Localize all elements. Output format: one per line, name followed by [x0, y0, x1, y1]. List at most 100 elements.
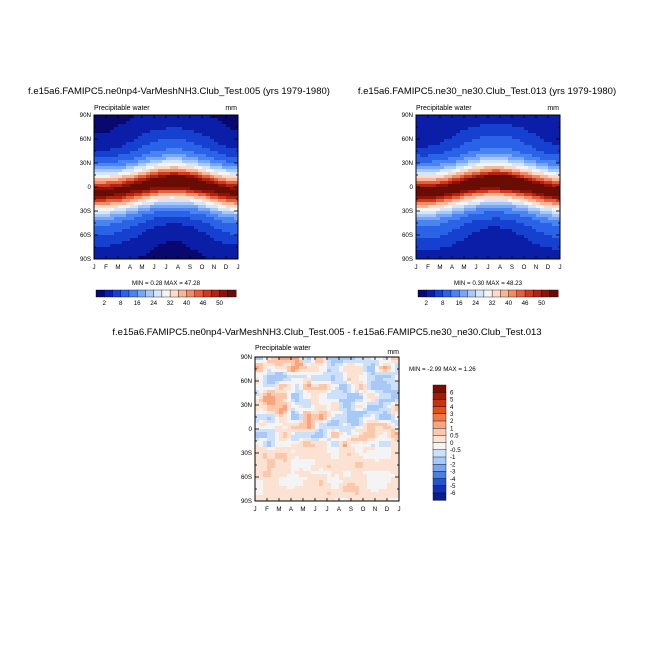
heatmap-cell	[198, 247, 203, 251]
heatmap-cell	[524, 172, 529, 176]
heatmap-cell	[416, 151, 421, 155]
heatmap-cell	[335, 390, 340, 394]
heatmap-cell	[110, 226, 115, 230]
heatmap-cell	[110, 172, 115, 176]
heatmap-cell	[226, 142, 231, 146]
heatmap-cell	[94, 214, 99, 218]
heatmap-cell	[548, 181, 553, 185]
heatmap-cell	[283, 384, 288, 388]
heatmap-cell	[480, 148, 485, 152]
heatmap-cell	[122, 133, 127, 137]
heatmap-cell	[202, 244, 207, 248]
heatmap-cell	[448, 256, 453, 260]
heatmap-cell	[327, 438, 332, 442]
heatmap-cell	[198, 244, 203, 248]
heatmap-cell	[456, 247, 461, 251]
heatmap-cell	[158, 172, 163, 176]
heatmap-cell	[102, 178, 107, 182]
heatmap-cell	[424, 208, 429, 212]
heatmap-cell	[126, 163, 131, 167]
heatmap-cell	[532, 130, 537, 134]
heatmap-cell	[395, 447, 400, 451]
heatmap-cell	[315, 426, 320, 430]
heatmap-cell	[206, 196, 211, 200]
heatmap-cell	[351, 405, 356, 409]
heatmap-cell	[283, 411, 288, 415]
heatmap-cell	[520, 220, 525, 224]
heatmap-cell	[279, 408, 284, 412]
heatmap-cell	[122, 139, 127, 143]
heatmap-cell	[476, 244, 481, 248]
heatmap-cell	[190, 211, 195, 215]
heatmap-cell	[182, 223, 187, 227]
heatmap-cell	[383, 459, 388, 463]
heatmap-cell	[472, 235, 477, 239]
heatmap-cell	[311, 423, 316, 427]
heatmap-cell	[287, 435, 292, 439]
heatmap-cell	[504, 136, 509, 140]
heatmap-cell	[528, 139, 533, 143]
heatmap-cell	[202, 193, 207, 197]
heatmap-cell	[210, 190, 215, 194]
heatmap-cell	[416, 184, 421, 188]
heatmap-cell	[464, 136, 469, 140]
heatmap-cell	[150, 157, 155, 161]
heatmap-cell	[126, 232, 131, 236]
heatmap-cell	[182, 130, 187, 134]
heatmap-cell	[416, 175, 421, 179]
heatmap-cell	[255, 384, 260, 388]
heatmap-cell	[339, 366, 344, 370]
heatmap-cell	[540, 247, 545, 251]
heatmap-cell	[331, 453, 336, 457]
heatmap-cell	[351, 375, 356, 379]
heatmap-cell	[154, 211, 159, 215]
x-tick-label: F	[104, 264, 108, 271]
heatmap-cell	[315, 366, 320, 370]
heatmap-cell	[94, 250, 99, 254]
heatmap-cell	[323, 384, 328, 388]
heatmap-cell	[214, 256, 219, 260]
heatmap-cell	[492, 223, 497, 227]
heatmap-cell	[210, 169, 215, 173]
heatmap-cell	[226, 211, 231, 215]
heatmap-cell	[146, 154, 151, 158]
heatmap-cell	[271, 432, 276, 436]
heatmap-cell	[347, 363, 352, 367]
heatmap-cell	[198, 226, 203, 230]
heatmap-cell	[520, 115, 525, 119]
heatmap-cell	[440, 232, 445, 236]
heatmap-cell	[363, 408, 368, 412]
heatmap-cell	[536, 247, 541, 251]
heatmap-cell	[383, 390, 388, 394]
heatmap-cell	[359, 357, 364, 361]
heatmap-cell	[492, 244, 497, 248]
heatmap-cell	[271, 384, 276, 388]
heatmap-cell	[206, 232, 211, 236]
heatmap-cell	[371, 390, 376, 394]
heatmap-cell	[102, 175, 107, 179]
heatmap-cell	[520, 166, 525, 170]
heatmap-cell	[367, 381, 372, 385]
heatmap-cell	[150, 127, 155, 131]
heatmap-cell	[234, 151, 239, 155]
heatmap-cell	[452, 241, 457, 245]
heatmap-cell	[448, 127, 453, 131]
heatmap-cell	[158, 169, 163, 173]
heatmap-cell	[548, 253, 553, 257]
heatmap-cell	[496, 175, 501, 179]
heatmap-cell	[436, 202, 441, 206]
heatmap-cell	[114, 187, 119, 191]
heatmap-cell	[210, 148, 215, 152]
heatmap-cell	[271, 393, 276, 397]
heatmap-cell	[508, 229, 513, 233]
heatmap-cell	[532, 208, 537, 212]
heatmap-cell	[424, 139, 429, 143]
heatmap-cell	[114, 154, 119, 158]
heatmap-cell	[106, 196, 111, 200]
heatmap-cell	[508, 244, 513, 248]
heatmap-cell	[456, 166, 461, 170]
heatmap-cell	[528, 199, 533, 203]
heatmap-cell	[444, 229, 449, 233]
heatmap-cell	[508, 250, 513, 254]
heatmap-cell	[391, 411, 396, 415]
